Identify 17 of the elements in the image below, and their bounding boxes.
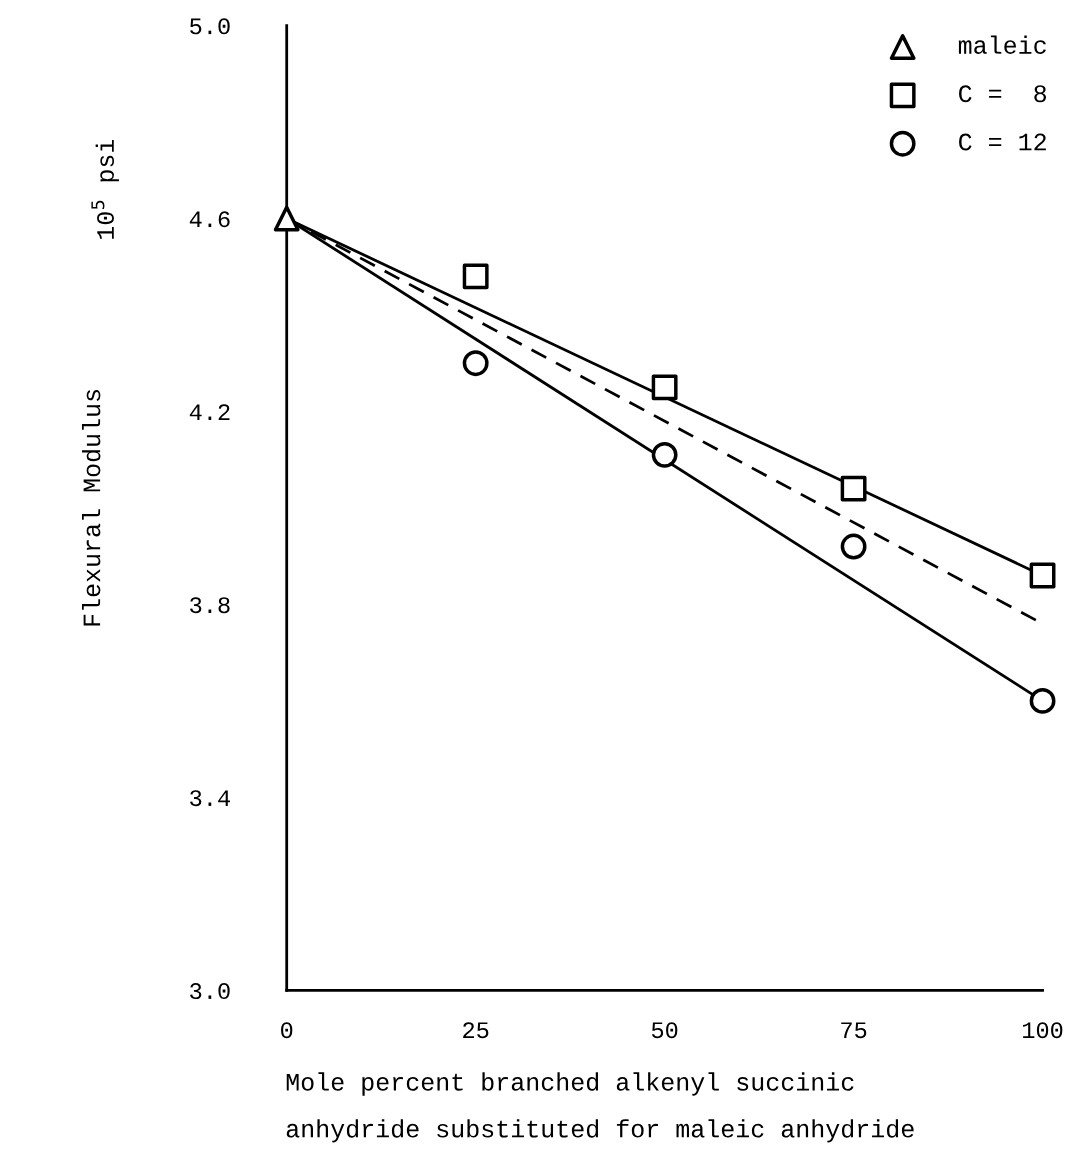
x-axis-title: Mole percent branched alkenyl succinic anhydride substituted for maleic anhydride xyxy=(286,1072,914,1143)
y-tick-label: 3.4 xyxy=(190,790,230,807)
y-tick-label: 4.2 xyxy=(189,404,230,421)
legend-label: C = 12 xyxy=(959,133,1046,151)
x-tick-label: 25 xyxy=(463,1022,489,1039)
x-tick-label: 0 xyxy=(281,1022,293,1039)
y-tick-label: 5.0 xyxy=(190,18,230,35)
legend-label: C = 8 xyxy=(959,85,1047,103)
y-tick-label: 3.0 xyxy=(190,983,230,1000)
x-tick-label: 75 xyxy=(841,1022,867,1039)
y-axis-title: Flexural Modulus xyxy=(81,389,101,626)
y-tick-label: 4.6 xyxy=(189,211,230,228)
text: 10$^{5}$ psi xyxy=(91,139,119,239)
legend-label: maleic xyxy=(958,35,1046,54)
x-tick-label: 100 xyxy=(1023,1022,1063,1039)
y-tick-label: 3.8 xyxy=(190,597,230,614)
x-tick-label: 50 xyxy=(651,1022,678,1039)
